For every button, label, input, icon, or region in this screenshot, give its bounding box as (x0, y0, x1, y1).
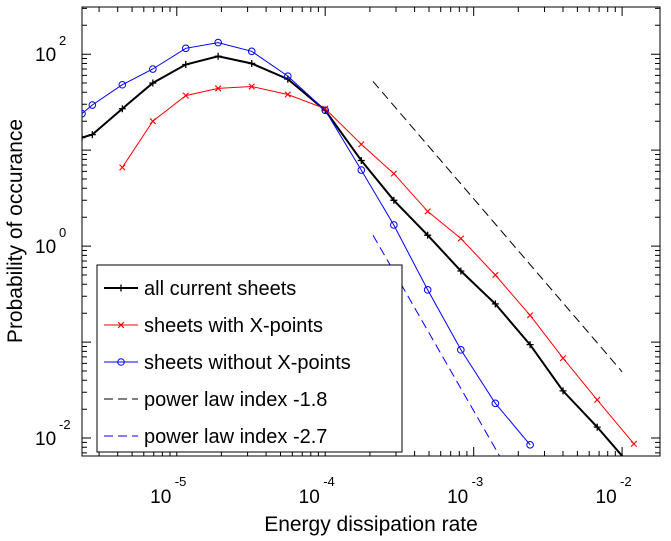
data-point-2-7 (284, 72, 292, 80)
series-line-0 (82, 55, 624, 456)
data-point-0-10 (390, 196, 398, 204)
y-tick-label-exp-0: 2 (59, 33, 66, 48)
x-tick-label-base-0: 10 (150, 487, 171, 508)
series-0 (82, 52, 637, 473)
data-point-0-14 (526, 341, 534, 349)
data-point-1-3 (214, 85, 222, 92)
x-tick-label-base-1: 10 (299, 487, 320, 508)
data-point-0-15 (559, 387, 567, 395)
y-axis-label: Probability of occurance (4, 119, 27, 343)
legend-item-4: power law index -2.7 (104, 426, 327, 448)
series-1 (119, 83, 638, 448)
data-point-1-10 (457, 235, 465, 242)
data-point-0-9 (357, 156, 365, 164)
data-point-2-10 (390, 221, 398, 229)
data-point-1-0 (119, 164, 126, 171)
legend-marker-2 (117, 358, 125, 366)
data-point-1-1 (149, 118, 157, 125)
x-tick-label-exp-2: -3 (472, 474, 484, 489)
x-axis-label: Energy dissipation rate (264, 513, 478, 536)
data-point-2-14 (526, 441, 534, 449)
y-tick-label-exp-2: -2 (59, 417, 71, 432)
data-point-2-1 (88, 101, 97, 109)
data-point-2-13 (491, 399, 500, 408)
ticks-layer (82, 7, 660, 456)
data-point-0-12 (457, 267, 465, 275)
x-tick-label-base-2: 10 (447, 487, 468, 508)
legend-box (96, 264, 403, 453)
data-point-1-14 (594, 396, 601, 404)
legend-item-2: sheets without X-points (104, 352, 351, 374)
x-tick-label-exp-3: -2 (620, 474, 632, 489)
data-point-1-6 (322, 105, 329, 112)
data-point-1-7 (358, 141, 365, 148)
data-point-0-13 (491, 300, 499, 308)
data-point-0-0 (82, 134, 86, 142)
data-point-1-11 (492, 271, 499, 279)
legend-label-3: power law index -1.8 (144, 389, 327, 411)
legend-marker-0 (117, 284, 125, 292)
data-point-1-13 (559, 354, 567, 362)
data-point-2-4 (181, 44, 190, 53)
legend: all current sheets sheets with X-points sh… (96, 264, 403, 453)
data-point-0-17 (630, 466, 637, 473)
legend-label-4: power law index -2.7 (144, 426, 327, 448)
data-point-2-11 (423, 286, 432, 294)
data-point-1-15 (630, 440, 638, 448)
x-tick-label-base-3: 10 (596, 487, 617, 508)
data-point-0-6 (248, 59, 256, 67)
data-point-2-6 (247, 47, 256, 56)
data-point-0-4 (182, 61, 190, 69)
data-point-2-0 (82, 109, 86, 118)
legend-item-0: all current sheets (104, 278, 296, 300)
data-point-2-2 (118, 80, 127, 89)
y-tick-label-base-2: 10 (35, 429, 56, 450)
legend-label-2: sheets without X-points (144, 352, 351, 374)
data-point-2-3 (149, 65, 157, 73)
data-point-1-9 (424, 208, 431, 215)
x-tick-label-exp-1: -4 (323, 474, 335, 489)
series-line-2 (82, 42, 531, 446)
legend-marker-1 (117, 321, 125, 329)
data-point-0-2 (118, 105, 126, 113)
x-tick-label-exp-0: -5 (175, 474, 187, 489)
data-point-1-5 (284, 91, 292, 98)
data-point-0-3 (149, 79, 157, 87)
data-point-1-4 (248, 83, 255, 90)
data-point-2-12 (457, 346, 465, 354)
legend-item-1: sheets with X-points (104, 315, 323, 337)
data-point-2-5 (214, 38, 222, 47)
series-layer (82, 38, 638, 473)
data-point-0-1 (88, 131, 96, 139)
data-point-1-2 (182, 92, 189, 99)
data-point-0-11 (424, 231, 432, 239)
data-point-1-8 (390, 170, 398, 177)
y-tick-label-exp-1: 0 (59, 225, 66, 240)
series-line-1 (121, 85, 635, 445)
series-3 (372, 81, 623, 373)
data-point-2-8 (321, 106, 330, 115)
series-line-3 (372, 81, 623, 373)
axis-ticks (82, 7, 660, 456)
data-point-0-16 (593, 423, 601, 431)
y-tick-label-base-0: 10 (35, 45, 56, 66)
legend-label-0: all current sheets (144, 278, 296, 300)
data-point-2-9 (357, 166, 366, 174)
legend-label-1: sheets with X-points (144, 315, 323, 337)
legend-item-3: power law index -1.8 (104, 389, 327, 411)
data-point-0-5 (214, 52, 222, 60)
data-point-1-12 (526, 312, 534, 319)
y-tick-label-base-1: 10 (35, 237, 56, 258)
series-2 (82, 38, 534, 449)
